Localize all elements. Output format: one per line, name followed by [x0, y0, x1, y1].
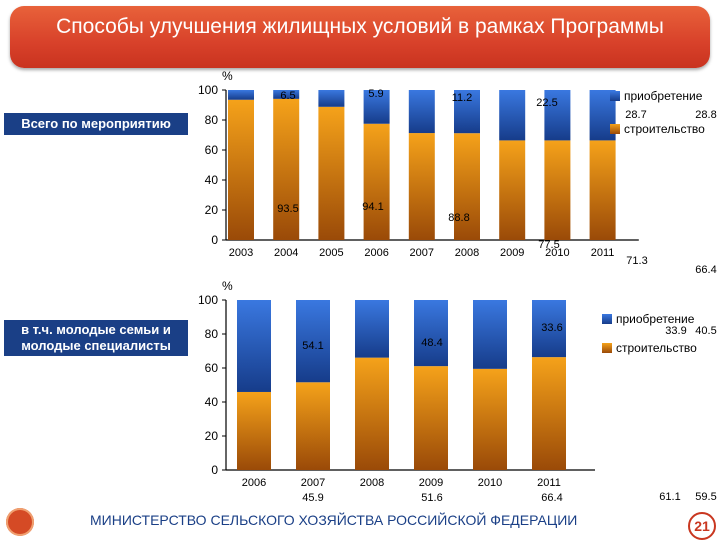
data-label: 33.9	[665, 325, 686, 337]
y-tick-label: 20	[205, 429, 219, 443]
y-tick-label: 60	[205, 143, 219, 157]
bar-purchase-2009	[499, 90, 526, 141]
bar-construction-2007	[296, 382, 330, 470]
data-label: 94.1	[362, 201, 383, 213]
total-measure-label: Всего по мероприятию	[4, 113, 188, 135]
data-label: 40.5	[695, 325, 716, 337]
bar-construction-2008	[355, 357, 389, 470]
page-number: 21	[688, 512, 716, 540]
ministry-logo-icon	[6, 508, 34, 536]
data-label: 6.5	[280, 90, 295, 102]
x-tick-label: 2006	[242, 477, 266, 489]
bar-construction-2003	[228, 99, 254, 240]
x-tick-label: 2007	[410, 247, 434, 259]
y-tick-label: 60	[205, 361, 219, 375]
bar-construction-2010	[473, 368, 507, 470]
x-tick-label: 2008	[360, 477, 384, 489]
bar-construction-2007	[408, 133, 435, 240]
bar-purchase-2006	[237, 300, 271, 392]
footer-ministry: МИНИСТЕРСТВО СЕЛЬСКОГО ХОЗЯЙСТВА РОССИЙС…	[90, 512, 578, 528]
legend-swatch-purchase	[602, 314, 612, 324]
bar-construction-2010	[544, 140, 571, 240]
y-tick-label: 0	[211, 463, 218, 477]
y-tick-label: 100	[198, 83, 218, 97]
data-label: 66.4	[695, 264, 716, 276]
data-label: 22.5	[536, 97, 557, 109]
data-label: 61.1	[659, 491, 680, 503]
x-tick-label: 2011	[537, 477, 561, 489]
legend-label: приобретение	[616, 312, 695, 326]
bar-construction-2009	[414, 366, 448, 470]
data-label: 5.9	[368, 88, 383, 100]
data-label: 48.4	[421, 337, 442, 349]
x-tick-label: 2003	[229, 247, 253, 259]
bar-purchase-2004	[273, 90, 300, 99]
y-tick-label: 20	[205, 203, 219, 217]
x-tick-label: 2010	[545, 247, 569, 259]
bar-construction-2005	[318, 106, 345, 240]
legend-label: приобретение	[624, 89, 703, 103]
y-tick-label: 80	[205, 327, 219, 341]
data-label: 54.1	[302, 340, 323, 352]
data-label: 51.6	[421, 492, 442, 504]
bar-purchase-2003	[228, 90, 254, 100]
y-tick-label: 40	[205, 173, 219, 187]
bar-purchase-2007	[408, 90, 435, 134]
legend-label: строительство	[624, 122, 705, 136]
data-label: 28.7	[625, 109, 646, 121]
bar-purchase-2010	[473, 300, 507, 369]
bar-purchase-2009	[414, 300, 448, 367]
y-tick-label: 100	[198, 293, 218, 307]
x-tick-label: 2010	[478, 477, 502, 489]
bar-purchase-2005	[318, 90, 345, 107]
data-label: 88.8	[448, 212, 469, 224]
bar-construction-2006	[237, 391, 271, 470]
legend-swatch-construction	[610, 124, 620, 134]
x-tick-label: 2009	[419, 477, 443, 489]
data-label: 93.5	[277, 203, 298, 215]
bar-construction-2011	[589, 140, 616, 240]
data-label: 28.8	[695, 109, 716, 121]
bar-construction-2008	[454, 133, 480, 240]
x-tick-label: 2009	[500, 247, 524, 259]
bar-construction-2004	[273, 98, 300, 240]
y-tick-label: 0	[211, 233, 218, 247]
bar-construction-2009	[499, 140, 526, 240]
x-tick-label: 2008	[455, 247, 479, 259]
data-label: 66.4	[541, 492, 562, 504]
slide-title: Способы улучшения жилищных условий в рам…	[56, 15, 664, 38]
data-label: 71.3	[626, 255, 647, 267]
y-tick-label: 80	[205, 113, 219, 127]
bar-purchase-2011	[532, 300, 566, 358]
unit-label: %	[222, 279, 233, 293]
x-tick-label: 2006	[364, 247, 388, 259]
legend-swatch-construction	[602, 343, 612, 353]
data-label: 11.2	[452, 92, 473, 104]
unit-label: %	[222, 69, 233, 83]
bar-construction-2006	[363, 123, 390, 240]
bar-purchase-2008	[454, 90, 480, 134]
data-label: 77.5	[538, 239, 559, 251]
y-tick-label: 40	[205, 395, 219, 409]
legend-label: строительство	[616, 341, 697, 355]
x-tick-label: 2007	[301, 477, 325, 489]
data-label: 45.9	[302, 492, 323, 504]
young-families-label: в т.ч. молодые семьи и молодые специалис…	[4, 320, 188, 356]
bar-purchase-2008	[355, 300, 389, 358]
bar-purchase-2010	[544, 90, 571, 141]
x-tick-label: 2005	[319, 247, 343, 259]
data-label: 59.5	[695, 491, 716, 503]
x-tick-label: 2004	[274, 247, 298, 259]
title-banner: Способы улучшения жилищных условий в рам…	[10, 6, 710, 68]
bar-construction-2011	[532, 357, 566, 470]
legend-swatch-purchase	[610, 91, 620, 101]
x-tick-label: 2011	[591, 247, 615, 259]
data-label: 33.6	[541, 322, 562, 334]
bar-purchase-2007	[296, 300, 330, 383]
bar-purchase-2006	[363, 90, 390, 124]
